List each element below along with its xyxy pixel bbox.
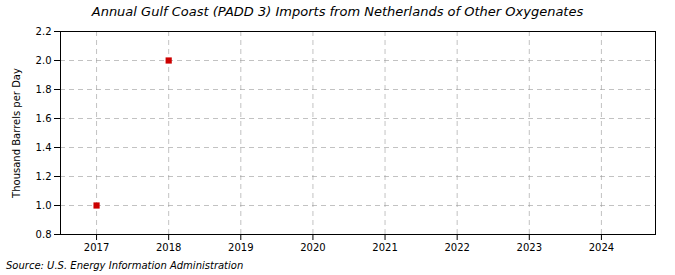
svg-text:2019: 2019 — [228, 242, 253, 253]
svg-text:2018: 2018 — [156, 242, 181, 253]
svg-text:2022: 2022 — [444, 242, 469, 253]
svg-text:2017: 2017 — [84, 242, 109, 253]
svg-text:2024: 2024 — [589, 242, 614, 253]
svg-text:1.4: 1.4 — [36, 142, 52, 153]
svg-text:2020: 2020 — [300, 242, 325, 253]
html-text:Source: U.S. Energy Informatio: Source: U.S. Energy Information Administ… — [6, 260, 244, 271]
svg-text:1.8: 1.8 — [36, 84, 52, 95]
svg-text:1.0: 1.0 — [36, 200, 52, 211]
svg-text:0.8: 0.8 — [36, 229, 52, 240]
svg-text:Thousand Barrels per Day: Thousand Barrels per Day — [11, 68, 22, 199]
svg-text:2023: 2023 — [517, 242, 542, 253]
svg-text:2.2: 2.2 — [36, 26, 52, 37]
svg-text:2.0: 2.0 — [36, 55, 52, 66]
svg-text:1.2: 1.2 — [36, 171, 52, 182]
svg-text:2021: 2021 — [372, 242, 397, 253]
svg-text:1.6: 1.6 — [36, 113, 52, 124]
html-text:Annual Gulf Coast (PADD 3) Imp: Annual Gulf Coast (PADD 3) Imports from … — [91, 4, 584, 19]
